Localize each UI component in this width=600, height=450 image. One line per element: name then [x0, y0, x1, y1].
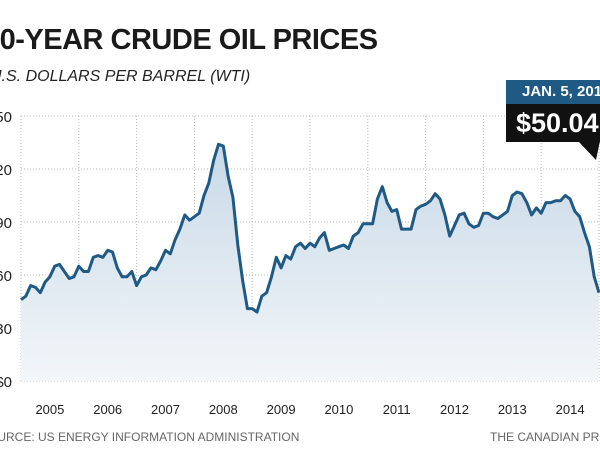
x-tick-label: 2007 [151, 402, 180, 417]
x-tick-label: 2006 [93, 402, 122, 417]
y-tick-label: $30 [0, 321, 12, 338]
x-tick-label: 2013 [498, 402, 527, 417]
chart-subtitle: U.S. DOLLARS PER BARREL (WTI) [0, 68, 251, 85]
callout-price: $50.04 [506, 104, 600, 142]
y-tick-label: $90 [0, 215, 12, 232]
x-tick-label: 2012 [440, 402, 469, 417]
y-tick-label: $120 [0, 162, 12, 179]
credit-note: THE CANADIAN PRESS [490, 430, 600, 444]
x-tick-label: 2005 [35, 402, 64, 417]
y-tick-label: $60 [0, 268, 12, 285]
x-tick-label: 2010 [324, 402, 353, 417]
price-line [20, 142, 600, 314]
latest-price-callout: JAN. 5, 2015 $50.04 [506, 80, 600, 142]
x-tick-label: 2008 [209, 402, 238, 417]
y-tick-label: $150 [0, 109, 12, 126]
callout-date: JAN. 5, 2015 [506, 80, 600, 104]
x-tick-label: 2014 [556, 402, 585, 417]
x-tick-label: 2009 [267, 402, 296, 417]
chart-title: 10-YEAR CRUDE OIL PRICES [0, 24, 378, 56]
callout-pointer [578, 141, 600, 160]
price-area [21, 144, 599, 381]
y-tick-label: $0 [0, 374, 12, 391]
x-tick-label: 2011 [383, 402, 411, 417]
source-note: SOURCE: US ENERGY INFORMATION ADMINISTRA… [0, 430, 300, 444]
